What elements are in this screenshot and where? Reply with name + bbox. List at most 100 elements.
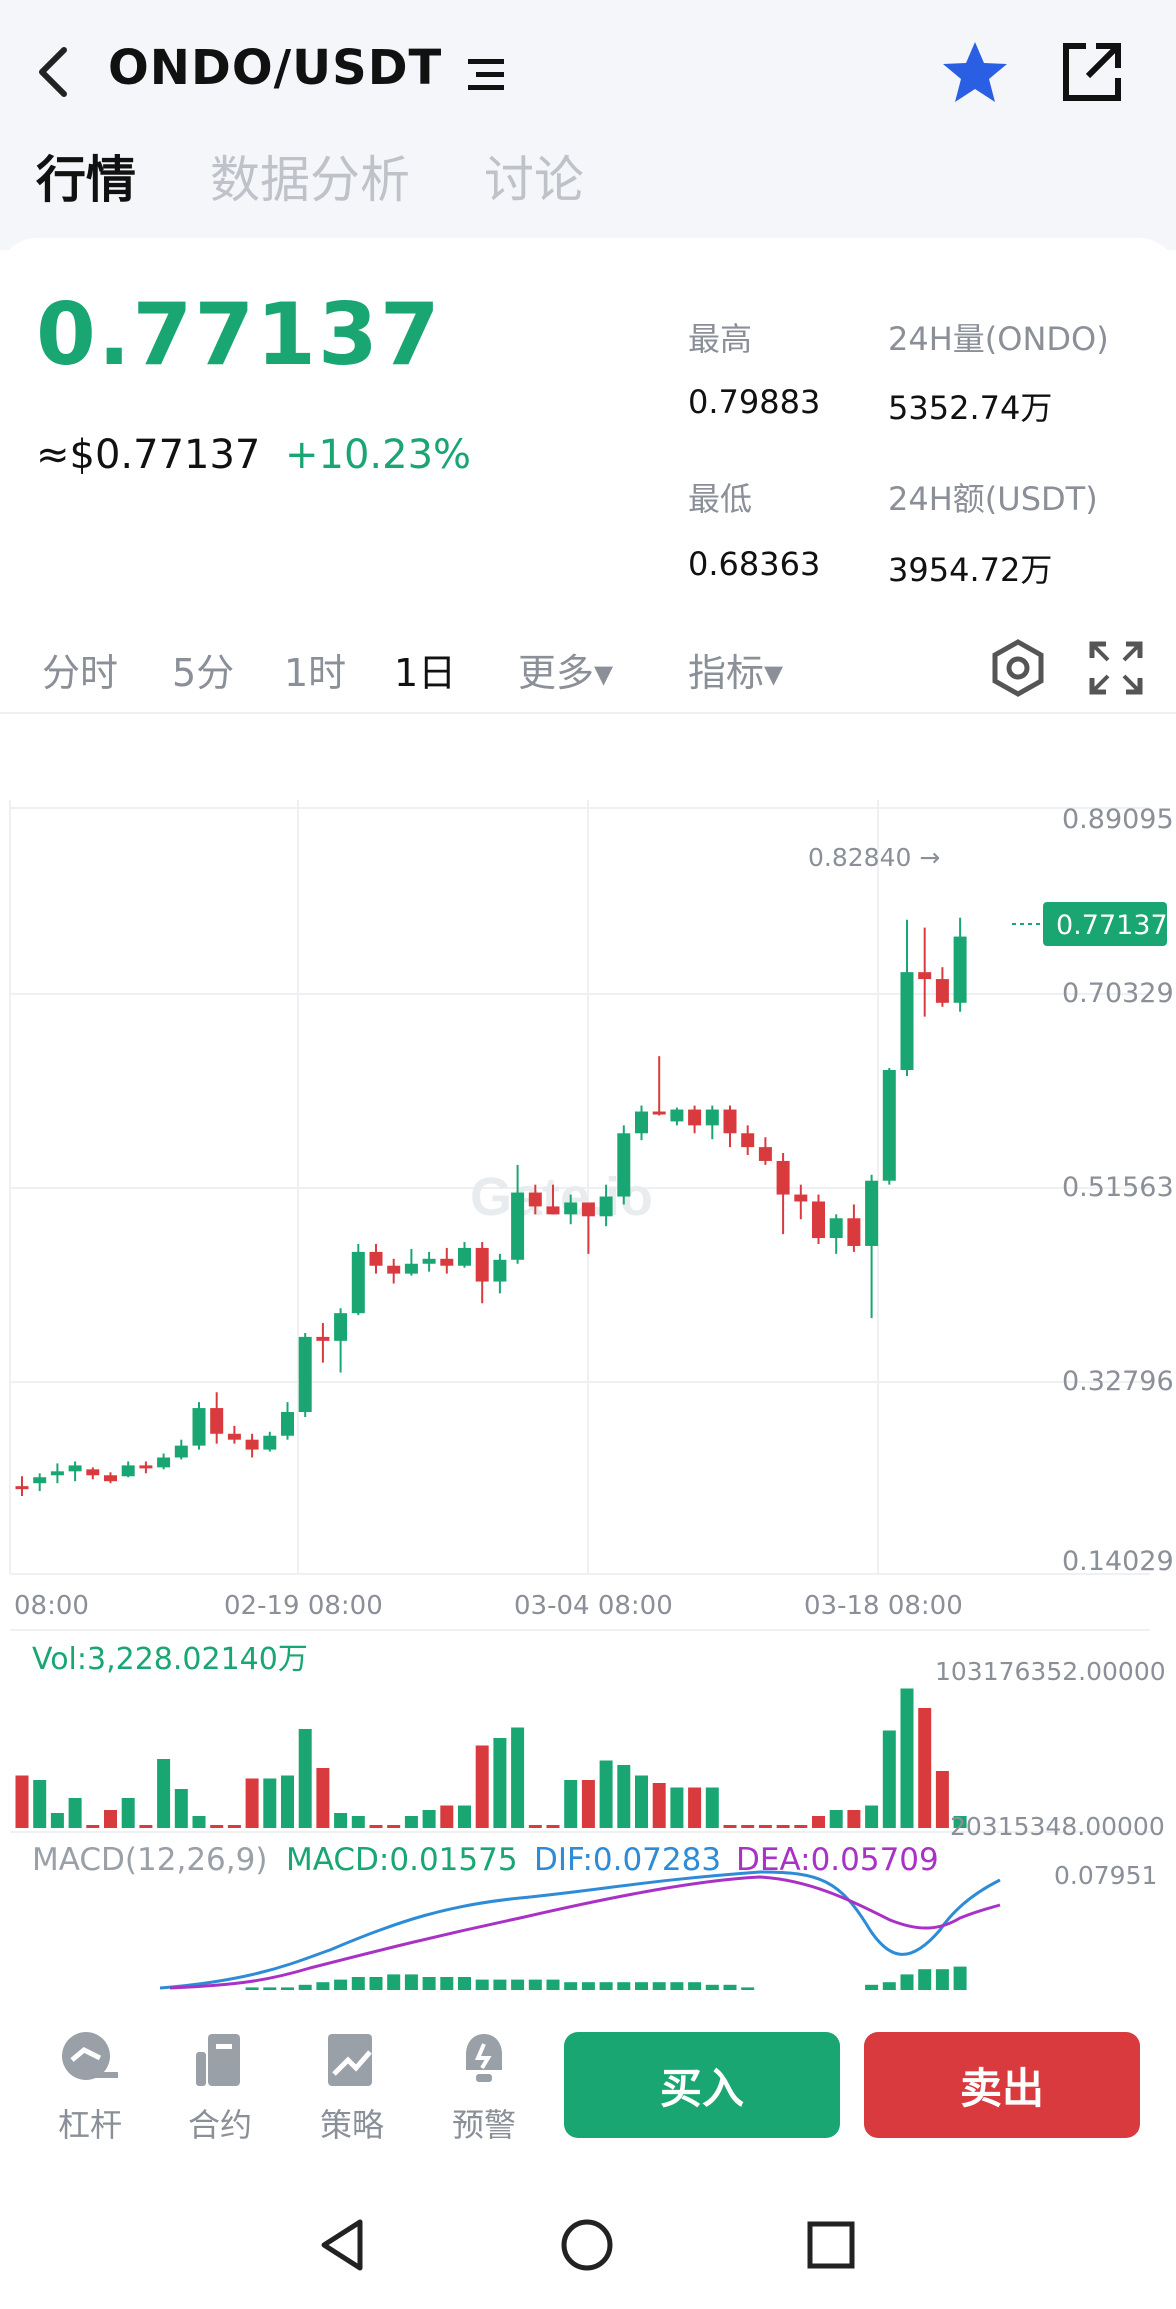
back-arrow-icon[interactable] — [30, 42, 80, 102]
candle-body — [369, 1251, 383, 1266]
contract-label: 合约 — [187, 2106, 252, 2144]
candle-body — [316, 1336, 330, 1341]
volume-bar — [298, 1729, 312, 1828]
candle-body — [404, 1263, 418, 1274]
buy-button[interactable]: 买入 — [564, 2032, 840, 2138]
pair-title[interactable]: ONDO/USDT — [108, 40, 443, 96]
macd-bar — [564, 1982, 578, 1990]
candle-body — [935, 979, 949, 1003]
candle-body — [900, 972, 914, 1071]
current-price-tag: 0.77137 — [1056, 910, 1168, 941]
macd-header: MACD(12,26,9) MACD:0.01575 DIF:0.07283 D… — [32, 1842, 939, 1878]
more-timeframes-dropdown[interactable]: 更多▾ — [518, 651, 614, 695]
volume-bar — [440, 1805, 454, 1828]
volume-bar — [387, 1825, 401, 1828]
volume-bar — [50, 1813, 64, 1828]
macd-bar — [705, 1984, 719, 1990]
volume-bar — [210, 1825, 224, 1828]
volume-bar — [546, 1825, 560, 1828]
y-tick: 0.89095 — [1062, 804, 1174, 835]
leverage-button[interactable]: 杠杆 — [50, 2030, 130, 2146]
strategy-icon — [328, 2034, 372, 2086]
current-price-tag-bg — [1043, 902, 1167, 946]
share-icon[interactable] — [1060, 40, 1124, 104]
volume-bar — [599, 1760, 613, 1828]
volume-bar — [404, 1816, 418, 1828]
candle-body — [227, 1433, 241, 1440]
macd-bar — [581, 1982, 595, 1990]
candle-body — [86, 1469, 100, 1476]
alert-button[interactable]: 预警 — [444, 2030, 524, 2146]
fullscreen-icon[interactable] — [1088, 640, 1144, 696]
macd-max-label: 0.07951 — [1054, 1861, 1157, 1890]
volume-bar — [511, 1727, 525, 1828]
candle-body — [511, 1192, 525, 1260]
macd-bar — [617, 1982, 631, 1990]
volume-bar — [581, 1780, 595, 1828]
x-axis-labels: 08:00 02-19 08:00 03-04 08:00 03-18 08:0… — [14, 1591, 963, 1621]
nav-back-icon[interactable] — [318, 2218, 368, 2272]
tab-discussion[interactable]: 讨论 — [484, 140, 584, 212]
volume-bar — [121, 1798, 135, 1828]
x-tick: 08:00 — [14, 1591, 89, 1621]
candle-body — [564, 1202, 578, 1215]
volume-bar — [635, 1775, 648, 1828]
macd-bar — [953, 1966, 967, 1990]
macd-bar — [316, 1982, 330, 1990]
contract-button[interactable]: 合约 — [180, 2030, 260, 2146]
timeframe-tab[interactable]: 1时 — [284, 651, 347, 695]
y-axis-labels: 0.89095 0.70329 0.51563 0.32796 0.14029 — [1062, 804, 1174, 1577]
pair-list-icon[interactable] — [466, 55, 506, 95]
system-nav-bar — [0, 2190, 1176, 2309]
macd-bar — [546, 1979, 560, 1990]
tab-data-analysis[interactable]: 数据分析 — [210, 140, 410, 212]
volume-bar — [281, 1775, 294, 1828]
kline-chart[interactable]: Gate.io 0.89095 0.70329 0.51563 0.32796 … — [0, 712, 1176, 1992]
candle-body — [865, 1180, 879, 1246]
dif-line — [159, 1870, 1001, 1990]
tab-label: 数据分析 — [210, 151, 410, 209]
volume-label: Vol:3,228.02140万 — [32, 1642, 308, 1677]
volume-bar — [847, 1810, 861, 1828]
macd-value: MACD:0.01575 — [286, 1842, 518, 1878]
alert-label: 预警 — [451, 2106, 516, 2144]
nav-recents-icon[interactable] — [806, 2220, 856, 2270]
volume-bar — [157, 1759, 171, 1828]
macd-bar — [723, 1984, 737, 1990]
macd-bar — [882, 1982, 896, 1990]
volume-bar — [104, 1810, 117, 1828]
volume-bar — [458, 1805, 471, 1828]
candle-body — [263, 1435, 277, 1450]
volume-bar — [688, 1787, 702, 1828]
divider — [0, 712, 1176, 714]
volume-bar — [86, 1825, 100, 1828]
macd-bar — [263, 1987, 277, 1990]
candle-body — [652, 1111, 666, 1115]
candle-body — [210, 1408, 224, 1434]
timeframe-tab[interactable]: 分时 — [42, 651, 119, 695]
indicators-dropdown[interactable]: 指标▾ — [688, 651, 784, 695]
favorite-star-icon[interactable] — [940, 38, 1010, 108]
candle-body — [475, 1247, 489, 1282]
sell-button[interactable]: 卖出 — [864, 2032, 1140, 2138]
x-tick: 03-18 08:00 — [804, 1591, 963, 1621]
strategy-button[interactable]: 策略 — [312, 2030, 392, 2146]
volume-bar — [139, 1825, 153, 1828]
strategy-label: 策略 — [319, 2106, 384, 2144]
volume-bar — [758, 1825, 772, 1828]
last-price: 0.77137 — [36, 285, 442, 385]
tab-label: 讨论 — [484, 151, 584, 209]
candle-body — [581, 1202, 595, 1217]
dea-line — [169, 1875, 1001, 1990]
volume-bars — [15, 1688, 967, 1828]
timeframe-tab-active[interactable]: 1日 — [394, 651, 457, 695]
y-tick: 0.51563 — [1062, 1172, 1174, 1203]
y-tick: 0.32796 — [1062, 1366, 1174, 1397]
tab-market[interactable]: 行情 — [36, 140, 136, 212]
macd-bar — [475, 1979, 489, 1990]
candle-body — [688, 1109, 702, 1126]
timeframe-tab[interactable]: 5分 — [172, 651, 235, 695]
candle-body — [104, 1475, 117, 1482]
chart-settings-icon[interactable] — [988, 638, 1048, 698]
nav-home-icon[interactable] — [560, 2218, 614, 2272]
